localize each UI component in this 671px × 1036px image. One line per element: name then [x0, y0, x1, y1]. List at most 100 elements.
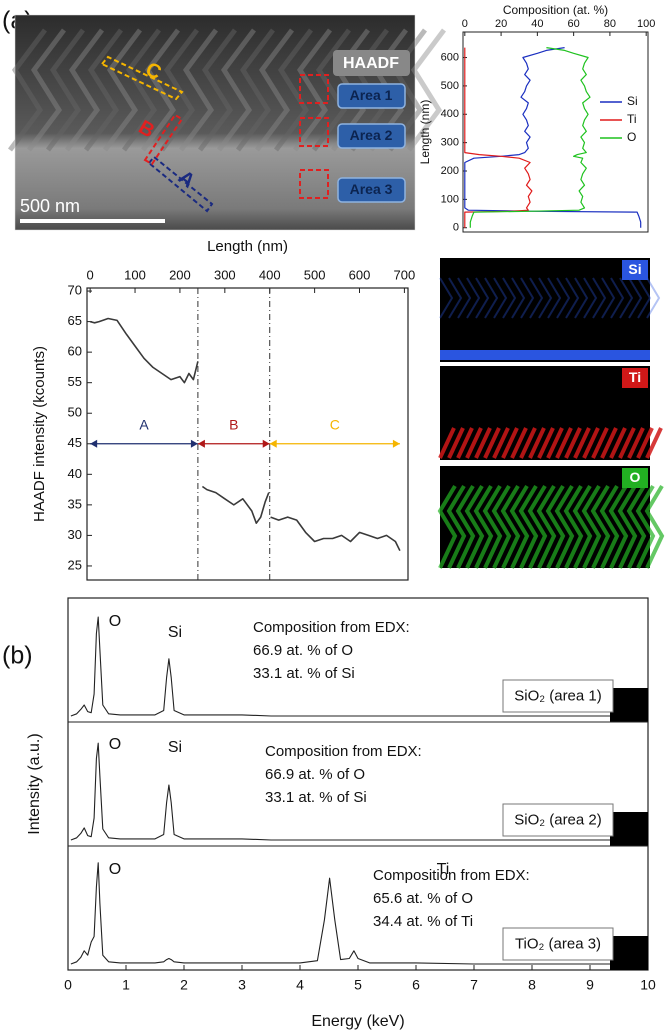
- texture: [529, 277, 544, 319]
- x-tick-label: 600: [349, 267, 371, 282]
- label-shadow: [610, 812, 648, 846]
- label-box: [502, 803, 614, 837]
- texture: [492, 427, 510, 459]
- texture: [600, 427, 618, 459]
- texture: [502, 277, 517, 319]
- texture: [473, 484, 494, 569]
- peak-label: Si: [168, 624, 182, 641]
- x-tick-label: 0: [462, 18, 468, 30]
- frame: [14, 14, 416, 231]
- legend-label: Ti: [627, 112, 637, 126]
- texture: [500, 484, 521, 569]
- legend-label: SiO₂ (area 1): [514, 687, 602, 704]
- plot-frame: [462, 31, 649, 233]
- peak-label: O: [109, 736, 121, 753]
- texture: [440, 350, 650, 360]
- texture: [646, 277, 661, 319]
- x-axis-label: Length (nm): [207, 238, 288, 255]
- map-image: [440, 258, 650, 362]
- composition-text: 34.4 at. % of Ti: [373, 913, 473, 930]
- texture: [617, 484, 638, 569]
- texture: [537, 427, 555, 459]
- composition-text: Composition from EDX:: [265, 743, 422, 760]
- texture: [46, 28, 85, 152]
- x-tick-label: 400: [259, 267, 281, 282]
- profile-line: [464, 47, 533, 228]
- texture: [217, 28, 256, 152]
- composition-text: 33.1 at. % of Si: [253, 665, 355, 682]
- y-tick-label: 65: [68, 313, 82, 328]
- texture: [637, 277, 652, 319]
- label-box: [333, 50, 410, 76]
- arrow-head: [392, 439, 400, 448]
- x-tick-label: 40: [531, 18, 543, 30]
- y-tick-label: 40: [68, 466, 82, 481]
- texture: [437, 484, 458, 569]
- x-tick-label: 3: [238, 977, 246, 993]
- texture: [8, 28, 47, 152]
- peak-label: Si: [168, 739, 182, 756]
- texture: [274, 28, 313, 152]
- x-axis-label: Composition (at. %): [503, 3, 608, 17]
- y-tick-label: 50: [68, 405, 82, 420]
- segment-marker: [147, 155, 214, 213]
- texture: [198, 28, 237, 152]
- map-label: O: [630, 469, 641, 485]
- map-label: Ti: [629, 369, 641, 385]
- texture: [619, 277, 634, 319]
- texture: [466, 277, 481, 319]
- x-axis-label: Energy (keV): [311, 1013, 404, 1030]
- area-marker: [299, 117, 329, 147]
- label-box: [622, 468, 648, 488]
- texture: [546, 427, 564, 459]
- texture: [555, 427, 573, 459]
- arrow-head: [197, 439, 205, 448]
- x-tick-label: 10: [640, 977, 656, 993]
- texture: [599, 484, 620, 569]
- texture: [538, 277, 553, 319]
- y-tick-label: 200: [441, 165, 459, 177]
- texture: [457, 277, 472, 319]
- texture: [438, 427, 456, 459]
- texture: [447, 427, 465, 459]
- texture: [590, 484, 611, 569]
- texture: [475, 277, 490, 319]
- x-tick-label: 200: [169, 267, 191, 282]
- legend-label: TiO₂ (area 3): [515, 935, 601, 952]
- texture: [464, 484, 485, 569]
- texture: [448, 277, 463, 319]
- label-box: [337, 177, 406, 203]
- x-tick-label: 0: [64, 977, 72, 993]
- arrow-head: [90, 439, 98, 448]
- profile-line: [469, 47, 591, 228]
- texture: [545, 484, 566, 569]
- texture: [547, 277, 562, 319]
- x-tick-label: 100: [637, 18, 655, 30]
- texture: [65, 28, 104, 152]
- texture: [456, 427, 474, 459]
- composition-text: Composition from EDX:: [253, 619, 410, 636]
- texture: [446, 484, 467, 569]
- x-tick-label: 60: [568, 18, 580, 30]
- texture: [626, 484, 647, 569]
- y-tick-label: 55: [68, 374, 82, 389]
- legend-label: SiO₂ (area 2): [514, 811, 602, 828]
- plot-frame: [86, 287, 409, 581]
- texture: [563, 484, 584, 569]
- texture: [501, 427, 519, 459]
- texture: [122, 28, 161, 152]
- texture: [27, 28, 66, 152]
- texture: [520, 277, 535, 319]
- peak-label: O: [109, 861, 121, 878]
- panel-label: (b): [2, 642, 33, 670]
- plot-frame: [67, 597, 649, 971]
- composition-text: Composition from EDX:: [373, 867, 530, 884]
- texture: [644, 484, 665, 569]
- texture: [582, 427, 600, 459]
- x-tick-label: 500: [304, 267, 326, 282]
- arrow-head: [269, 439, 277, 448]
- texture: [483, 427, 501, 459]
- texture: [484, 277, 499, 319]
- texture: [635, 484, 656, 569]
- spectrum-line: [70, 742, 648, 841]
